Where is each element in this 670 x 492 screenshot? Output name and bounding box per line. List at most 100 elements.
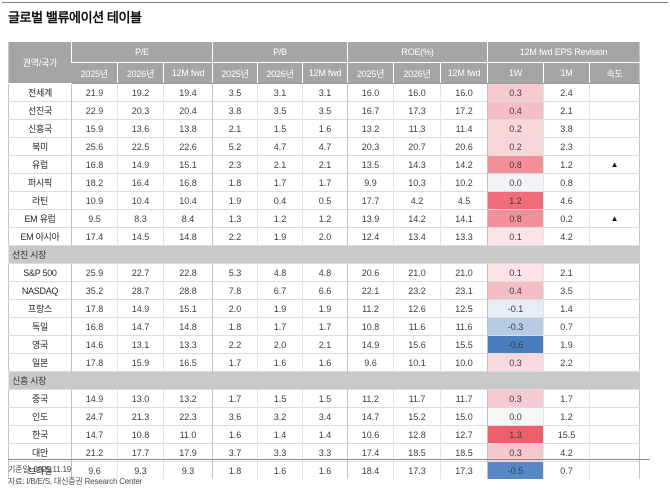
cell-pe-2025: 17.4 — [71, 227, 118, 246]
table-row: 퍼시픽 18.2 16.4 16.8 1.8 1.7 1.7 9.9 10.3 10.2 0.0 0.… — [8, 173, 640, 192]
cell-pb-2025: 2.3 — [212, 155, 258, 174]
page-title: 글로벌 밸류에이션 테이블 — [8, 10, 142, 25]
cell-pb-2026: 4.8 — [257, 263, 303, 282]
cell-pb-2026: 3.3 — [257, 443, 303, 462]
cell-roe-2025: 13.2 — [347, 119, 394, 138]
cell-pb-2026: 6.7 — [257, 281, 303, 300]
cell-pb-2025: 1.6 — [212, 425, 258, 444]
cell-roe-2025: 20.3 — [347, 137, 394, 156]
cell-speed — [589, 83, 640, 102]
group-header-pe: P/E — [70, 42, 213, 63]
cell-pe-12mfwd: 22.3 — [162, 407, 213, 426]
group-header-pb: P/B — [212, 42, 348, 63]
col-header-eps-speed: 속도 — [589, 62, 640, 84]
cell-speed — [589, 173, 640, 192]
row-label-region-country: 중국 — [8, 389, 72, 408]
cell-pb-12mfwd: 3.1 — [302, 83, 348, 102]
cell-roe-2026: 11.6 — [393, 317, 441, 336]
cell-eps-1m: 0.7 — [543, 317, 590, 336]
cell-speed — [589, 263, 640, 282]
cell-roe-12mfwd: 18.5 — [440, 443, 488, 462]
cell-eps-1m: 4.6 — [543, 191, 590, 210]
section-header-label: 신흥 시장 — [7, 371, 640, 390]
cell-roe-2026: 11.7 — [393, 389, 441, 408]
cell-roe-2025: 18.4 — [347, 461, 394, 479]
cell-pb-12mfwd: 1.4 — [302, 425, 348, 444]
cell-pe-2026: 13.1 — [117, 335, 164, 354]
top-rule — [2, 2, 668, 3]
table-row: 영국 14.6 13.1 13.3 2.2 2.0 2.1 14.9 15.6 15.5 -0.6 1… — [8, 335, 640, 354]
cell-roe-2026: 4.2 — [393, 191, 441, 210]
cell-speed — [589, 407, 640, 426]
cell-pe-2025: 9.5 — [71, 209, 118, 228]
cell-speed — [589, 281, 640, 300]
corner-header-region-country: 권역/국가 — [8, 42, 72, 84]
cell-pe-2026: 22.7 — [117, 263, 164, 282]
table-row: 유럽 16.8 14.9 15.1 2.3 2.1 2.1 13.5 14.3 14.2 0.8 1.… — [8, 155, 640, 174]
cell-eps-1m: 4.2 — [543, 443, 590, 462]
cell-pb-2026: 1.5 — [257, 119, 303, 138]
cell-pe-2026: 8.3 — [117, 209, 164, 228]
cell-pb-2026: 1.7 — [257, 317, 303, 336]
cell-roe-12mfwd: 17.3 — [440, 461, 488, 479]
cell-pe-2026: 10.8 — [117, 425, 164, 444]
cell-roe-2026: 12.8 — [393, 425, 441, 444]
cell-eps-1w: 0.3 — [487, 83, 544, 102]
cell-pb-2026: 1.6 — [257, 353, 303, 372]
row-label-region-country: 프랑스 — [8, 299, 72, 318]
cell-pb-12mfwd: 3.4 — [302, 407, 348, 426]
table-row: 라틴 10.9 10.4 10.4 1.9 0.4 0.5 17.7 4.2 4.5 1.2 4.6 — [8, 191, 640, 210]
cell-pb-2026: 3.2 — [257, 407, 303, 426]
table-header: 권역/국가 P/E P/B ROE(%) 12M fwd EPS Revisio… — [8, 42, 640, 84]
cell-eps-1m: 0.2 — [543, 209, 590, 228]
cell-pb-2025: 2.2 — [212, 335, 258, 354]
cell-pb-2025: 1.8 — [212, 461, 258, 479]
cell-roe-12mfwd: 16.0 — [440, 83, 488, 102]
table-row: 신흥국 15.9 13.6 13.8 2.1 1.5 1.6 13.2 11.3 11.4 0.2 3… — [8, 119, 640, 138]
cell-eps-1m: 1.2 — [543, 155, 590, 174]
cell-pe-12mfwd: 10.4 — [162, 191, 213, 210]
table-row: EM 유럽 9.5 8.3 8.4 1.3 1.2 1.2 13.9 14.2 14.1 0.8 0.… — [8, 209, 640, 228]
row-label-region-country: 독일 — [8, 317, 72, 336]
row-label-region-country: 신흥국 — [8, 119, 72, 138]
row-label-region-country: 대만 — [8, 443, 72, 462]
cell-eps-1m: 1.7 — [543, 389, 590, 408]
cell-speed — [589, 119, 640, 138]
cell-pe-12mfwd: 9.3 — [162, 461, 213, 479]
table-row: 한국 14.7 10.8 11.0 1.6 1.4 1.4 10.6 12.8 12.7 1.3 15… — [8, 425, 640, 444]
cell-roe-2025: 11.2 — [347, 389, 394, 408]
cell-eps-1w: 0.4 — [487, 101, 544, 120]
col-header-pe-2025: 2025년 — [71, 62, 118, 84]
cell-speed — [589, 101, 640, 120]
cell-speed: ▲ — [589, 155, 640, 174]
cell-pb-2025: 3.8 — [212, 101, 258, 120]
cell-eps-1m: 3.5 — [543, 281, 590, 300]
cell-eps-1m: 0.8 — [543, 173, 590, 192]
cell-roe-2025: 16.7 — [347, 101, 394, 120]
cell-roe-2025: 9.6 — [347, 353, 394, 372]
cell-pb-12mfwd: 3.5 — [302, 101, 348, 120]
cell-eps-1w: 1.2 — [487, 191, 544, 210]
cell-eps-1m: 0.7 — [543, 461, 590, 479]
bottom-rule — [8, 459, 650, 460]
cell-roe-12mfwd: 23.1 — [440, 281, 488, 300]
table-row: 북미 25.6 22.5 22.6 5.2 4.7 4.7 20.3 20.7 20.6 0.2 2.… — [8, 137, 640, 156]
cell-pe-2026: 22.5 — [117, 137, 164, 156]
cell-pe-2025: 21.9 — [71, 83, 118, 102]
cell-speed: ▲ — [589, 209, 640, 228]
table-row: 프랑스 17.8 14.9 15.1 2.0 1.9 1.9 11.2 12.6 12.5 -0.1… — [8, 299, 640, 318]
cell-pb-2025: 1.8 — [212, 173, 258, 192]
cell-pe-12mfwd: 17.9 — [162, 443, 213, 462]
cell-pe-2026: 21.3 — [117, 407, 164, 426]
cell-roe-12mfwd: 11.4 — [440, 119, 488, 138]
cell-roe-2026: 15.2 — [393, 407, 441, 426]
cell-eps-1w: -0.1 — [487, 299, 544, 318]
cell-roe-2026: 16.0 — [393, 83, 441, 102]
cell-pb-12mfwd: 0.5 — [302, 191, 348, 210]
cell-pb-2025: 2.0 — [212, 299, 258, 318]
cell-pe-2025: 17.8 — [71, 299, 118, 318]
cell-pe-2025: 16.8 — [71, 317, 118, 336]
cell-roe-2026: 14.2 — [393, 209, 441, 228]
cell-pb-2025: 1.8 — [212, 317, 258, 336]
cell-pb-12mfwd: 2.1 — [302, 155, 348, 174]
